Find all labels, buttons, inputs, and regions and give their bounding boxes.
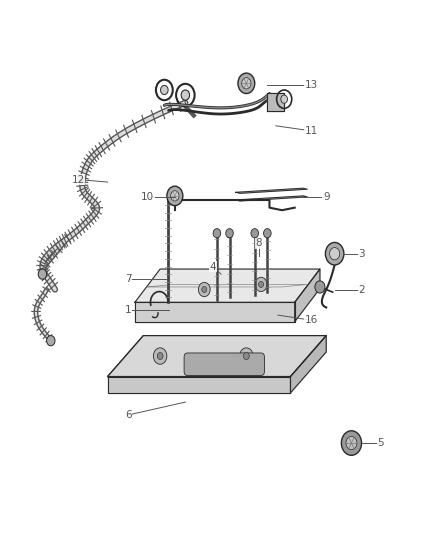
- Circle shape: [281, 95, 287, 103]
- Circle shape: [238, 73, 255, 94]
- Circle shape: [153, 348, 167, 364]
- Circle shape: [264, 229, 271, 238]
- Text: 5: 5: [378, 438, 384, 448]
- Polygon shape: [108, 376, 290, 393]
- Circle shape: [255, 277, 267, 292]
- Text: 2: 2: [359, 285, 365, 295]
- Circle shape: [202, 286, 207, 293]
- Circle shape: [38, 269, 46, 279]
- Circle shape: [242, 78, 251, 89]
- Circle shape: [346, 437, 357, 450]
- Circle shape: [329, 247, 340, 260]
- Circle shape: [251, 229, 258, 238]
- Circle shape: [171, 191, 179, 201]
- Text: 6: 6: [125, 410, 132, 420]
- Polygon shape: [236, 188, 307, 193]
- Circle shape: [167, 186, 183, 206]
- Circle shape: [46, 336, 55, 346]
- Circle shape: [181, 90, 190, 100]
- Polygon shape: [135, 302, 295, 322]
- Circle shape: [161, 85, 168, 94]
- Text: 10: 10: [141, 192, 154, 203]
- Polygon shape: [108, 336, 326, 376]
- Text: 3: 3: [359, 249, 365, 259]
- Polygon shape: [135, 269, 320, 302]
- Circle shape: [244, 352, 249, 360]
- Text: 1: 1: [125, 305, 132, 315]
- Circle shape: [325, 243, 344, 265]
- Text: 13: 13: [305, 80, 318, 90]
- Text: 9: 9: [323, 192, 329, 203]
- Polygon shape: [267, 93, 284, 111]
- Circle shape: [240, 348, 253, 364]
- FancyBboxPatch shape: [184, 353, 265, 375]
- Text: 11: 11: [305, 126, 318, 136]
- Circle shape: [226, 229, 233, 238]
- Circle shape: [315, 281, 325, 293]
- Polygon shape: [295, 269, 320, 322]
- Text: 12: 12: [71, 174, 85, 184]
- Polygon shape: [290, 336, 326, 393]
- Circle shape: [341, 431, 361, 455]
- Text: 7: 7: [125, 274, 132, 284]
- Circle shape: [258, 281, 264, 287]
- Text: 4: 4: [209, 262, 216, 271]
- Text: 8: 8: [256, 238, 262, 248]
- Polygon shape: [236, 196, 307, 201]
- Circle shape: [198, 282, 210, 297]
- Circle shape: [157, 352, 163, 360]
- Circle shape: [213, 229, 221, 238]
- Text: 16: 16: [305, 315, 318, 325]
